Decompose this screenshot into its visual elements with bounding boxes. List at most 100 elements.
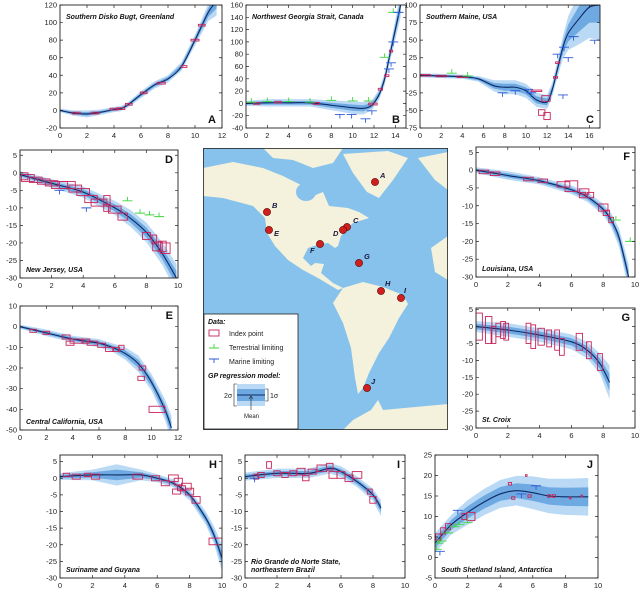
terrestrial-limiting-point [305,98,315,103]
index-point [525,474,528,477]
y-tick-label: -20 [231,540,242,549]
y-tick-label: 5 [238,457,242,466]
africa [431,236,448,280]
mean-curve [60,5,215,115]
index-point [257,472,265,478]
y-tick-label: 100 [404,1,417,10]
y-tick-label: 80 [49,36,57,45]
index-point [91,473,101,480]
index-point [503,322,510,341]
y-tick-label: 100 [230,37,243,46]
panel-letter: I [397,459,400,471]
index-point [559,337,565,356]
index-point [543,112,551,121]
index-point [466,511,476,522]
index-point [440,527,447,535]
index-point [156,81,166,85]
x-tick-label: 6 [481,131,485,140]
index-point [160,480,170,487]
plot-frame [19,149,179,279]
x-tick-label: 0 [58,581,62,590]
index-point [103,203,111,212]
index-point [527,494,532,498]
index-point [160,242,171,254]
y-tick-label: -30 [462,273,473,282]
x-tick-label: 8 [188,581,192,590]
x-tick-label: 4 [460,131,464,140]
index-point [185,487,195,496]
panel-d: 0 2 4 6 8 10 -30 -25 -20 -15 -10 -5 0 5 D New Jersey, U… [6,149,182,290]
terrestrial-limiting-point [262,97,273,103]
x-tick-label: 6 [569,280,573,289]
y-tick-label: -5 [425,574,432,583]
index-point [580,494,583,498]
terrestrial-limiting-point [446,69,457,74]
y-tick-label: -5 [10,186,17,195]
index-point [148,405,166,413]
y-tick-label: -10 [6,343,17,352]
y-tick-label: 120 [230,25,243,34]
index-point [76,188,90,197]
index-point [61,334,71,340]
index-point [366,488,373,495]
panel-c: 0 2 4 6 8 10 12 14 16 -75 -50 -25 0 25 50 75 100 C Souther… [404,1,601,140]
index-point [141,231,151,240]
x-tick-label: 0 [18,433,22,442]
index-point [530,89,543,92]
panel-i: 0 2 4 6 8 10 -30 -25 -20 -15 -10 -5 0 5 I Rio Grande do… [231,454,409,590]
index-point [125,102,133,106]
index-point [20,172,29,181]
site-label-i: I [404,286,407,295]
terrestrial-limiting-point [347,96,358,102]
site-name: St. Croix [482,417,512,424]
y-tick-label: 25 [424,451,432,460]
x-tick-label: 0 [18,281,22,290]
x-tick-label: 2 [275,581,279,590]
x-tick-label: 0 [58,131,62,140]
terrestrial-limiting-point [443,528,454,534]
mean-curve [420,5,600,104]
site-marker-g [355,259,363,267]
x-tick-label: 6 [569,431,573,440]
x-tick-label: 0 [433,581,437,590]
x-tick-label: 14 [564,131,572,140]
marine-limiting-point [366,110,377,115]
terrestrial-limiting-point [379,53,390,58]
marine-limiting-point [334,114,345,119]
north-america [203,162,369,290]
site-name: Northwest Georgia Strait, Canada [252,14,364,21]
x-tick-label: 14 [391,131,399,140]
index-point [523,176,534,182]
plot-area [60,464,222,572]
marine-limiting-point [388,41,399,46]
y-tick-label: 160 [230,1,243,10]
marine-limiting-point [497,92,508,97]
marine-limiting-point [510,90,521,95]
x-tick-label: 4 [498,581,502,590]
y-tick-label: -40 [6,405,17,414]
y-tick-label: 0 [469,166,473,175]
y-tick-label: -50 [406,106,417,115]
site-marker-b [263,208,271,216]
index-point [296,467,306,476]
site-name-line: northeastern Brazil [251,567,316,574]
legend-one-sigma: 1σ [270,393,279,400]
y-tick-label: 20 [235,87,243,96]
marine-limiting-point [526,92,537,97]
index-point [253,473,260,480]
x-tick-label: 8 [123,433,127,442]
x-tick-label: 2 [506,280,510,289]
index-point [71,111,81,115]
x-tick-label: 2 [85,131,89,140]
y-tick-label: 40 [49,71,57,80]
index-point [541,95,551,102]
x-tick-label: 6 [308,131,312,140]
index-point [578,188,590,195]
x-tick-label: 4 [538,280,542,289]
site-name: Louisiana, USA [482,266,533,273]
x-tick-label: 4 [71,433,75,442]
index-point [173,477,183,486]
index-point [435,74,447,78]
index-point [351,471,363,479]
